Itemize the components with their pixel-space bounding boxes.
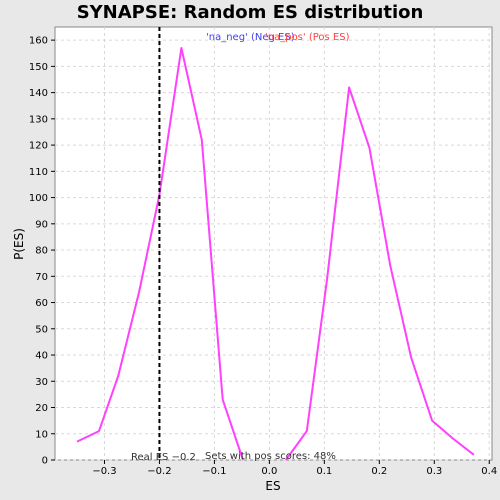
y-tick-label: 90 <box>35 219 48 230</box>
y-tick-label: 150 <box>29 62 48 73</box>
grid <box>55 27 492 461</box>
legend-pos-entry: 'na_pos' (Pos ES) <box>265 32 350 43</box>
x-tick-label: 0.2 <box>371 466 387 477</box>
x-tick-label: −0.2 <box>147 466 171 477</box>
y-tick-label: 60 <box>35 298 48 309</box>
y-tick-label: 160 <box>29 36 48 47</box>
y-tick-label: 110 <box>29 167 48 178</box>
y-axis-label: P(ES) <box>12 228 26 260</box>
y-tick-label: 10 <box>35 429 48 440</box>
y-tick-label: 80 <box>35 246 48 257</box>
y-tick-label: 100 <box>29 193 48 204</box>
pos-es-series-line <box>285 86 475 461</box>
axis-ticks: 0 10 20 30 40 50 60 70 80 90 100 110 120 130 140 150 160… <box>29 36 497 477</box>
y-tick-label: 120 <box>29 141 48 152</box>
x-tick-label: −0.1 <box>202 466 226 477</box>
x-tick-label: 0.0 <box>261 466 277 477</box>
x-tick-label: 0.1 <box>316 466 332 477</box>
x-tick-label: 0.3 <box>426 466 442 477</box>
plot-area <box>54 26 493 461</box>
chart-title: SYNAPSE: Random ES distribution <box>77 2 424 23</box>
y-tick-label: 140 <box>29 88 48 99</box>
x-axis-label: ES <box>265 479 280 493</box>
y-tick-label: 20 <box>35 403 48 414</box>
y-tick-label: 0 <box>42 456 48 467</box>
y-tick-label: 130 <box>29 114 48 125</box>
pos-scores-annotation: Sets with pos scores: 48% <box>205 451 336 462</box>
x-tick-label: −0.3 <box>92 466 116 477</box>
y-tick-label: 40 <box>35 351 48 362</box>
y-tick-label: 30 <box>35 377 48 388</box>
real-es-label: Real ES −0.2 <box>131 452 196 463</box>
x-tick-label: 0.4 <box>481 466 497 477</box>
y-tick-label: 70 <box>35 272 48 283</box>
legend-neg-entry: 'na_neg' (Neg ES) <box>206 32 295 43</box>
y-tick-label: 50 <box>35 324 48 335</box>
